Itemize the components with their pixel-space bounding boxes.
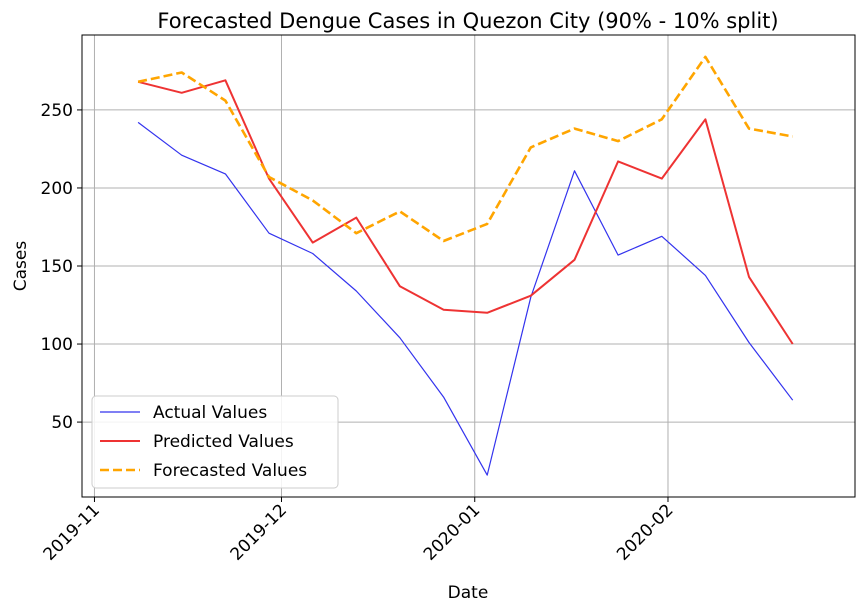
- series-line-actual-values: [137, 121, 794, 476]
- x-axis-ticks: 2019-11 2019-12 2020-01 2020-02: [40, 497, 678, 565]
- x-tick-label: 2020-01: [420, 500, 484, 564]
- legend: Actual Values Predicted Values Forecasted …: [91, 395, 339, 489]
- series-line-predicted-values: [137, 79, 794, 345]
- x-tick-label: 2019-12: [227, 500, 291, 564]
- y-tick-label: 200: [41, 179, 73, 199]
- y-axis-ticks: 50 100 150 200 250: [41, 101, 82, 433]
- legend-label: Forecasted Values: [153, 461, 307, 481]
- legend-label: Actual Values: [153, 403, 267, 423]
- x-tick-label: 2019-11: [40, 500, 104, 564]
- y-tick-label: 100: [41, 335, 73, 355]
- legend-box: [91, 395, 339, 489]
- series-lines: [137, 55, 794, 476]
- y-tick-label: 150: [41, 257, 73, 277]
- series-line-forecasted-values: [137, 55, 793, 243]
- chart-title: Forecasted Dengue Cases in Quezon City (…: [157, 9, 778, 33]
- y-axis-label: Cases: [11, 241, 31, 292]
- y-tick-label: 250: [41, 101, 73, 121]
- y-tick-label: 50: [51, 413, 73, 433]
- x-axis-label: Date: [448, 583, 489, 603]
- legend-label: Predicted Values: [153, 432, 294, 452]
- x-tick-label: 2020-02: [613, 500, 677, 564]
